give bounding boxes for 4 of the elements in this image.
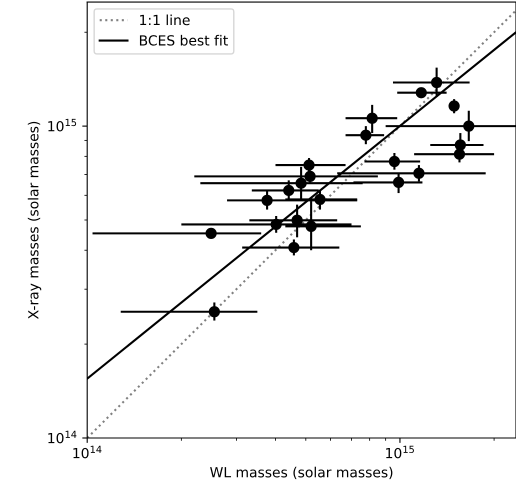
x-axis-title: WL masses (solar masses) xyxy=(210,466,392,480)
legend-label: 1:1 line xyxy=(140,14,190,26)
legend-label: BCES best fit xyxy=(140,34,228,46)
y-axis-title: X-ray masses (solar masses) xyxy=(28,122,42,319)
